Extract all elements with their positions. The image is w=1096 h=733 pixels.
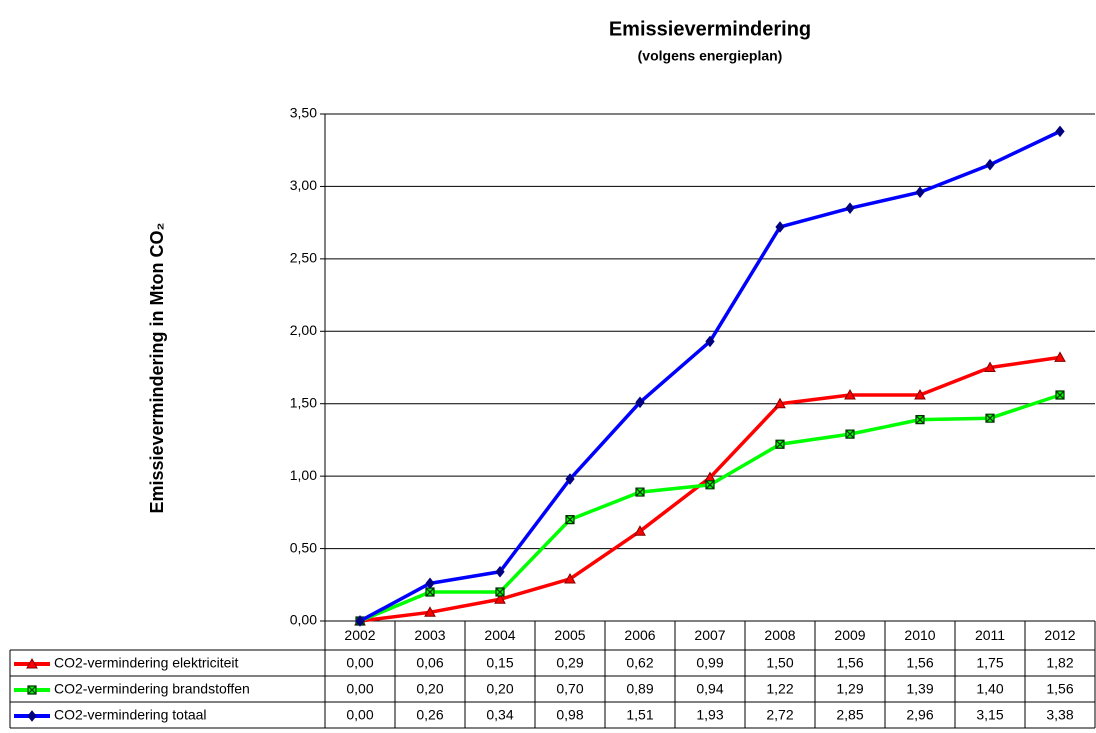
data-label: 3,38 [1046,707,1073,723]
x-tick-label: 2010 [904,627,935,643]
marker [774,397,786,409]
marker [635,396,645,409]
data-label: 1,29 [836,681,863,697]
marker [564,572,576,584]
data-label: 0,98 [556,707,583,723]
data-label: 0,34 [486,707,513,723]
marker [425,587,435,597]
marker [705,335,715,348]
data-label: 1,93 [696,707,723,723]
data-label: 2,72 [766,707,793,723]
marker [844,388,856,400]
y-tick-label: 3,00 [290,177,317,193]
x-tick-label: 2011 [975,627,1005,643]
marker [985,413,995,423]
marker [985,158,995,171]
data-label: 2,85 [836,707,863,723]
y-tick-label: 3,50 [290,105,317,121]
x-tick-label: 2006 [624,627,655,643]
series-line [359,129,1061,623]
y-tick-label: 1,00 [290,467,317,483]
marker [845,202,855,214]
legend-marker [27,685,37,695]
marker [775,221,785,233]
data-label: 1,39 [906,681,933,697]
data-label: 1,56 [906,655,933,671]
x-tick-label: 2009 [834,627,865,643]
legend-label: CO2-vermindering brandstoffen [54,681,250,697]
y-tick-label: 2,00 [290,322,317,338]
data-label: 0,20 [416,681,443,697]
legend-marker [27,710,37,722]
data-label: 1,40 [976,681,1003,697]
marker [634,525,646,536]
marker [1055,390,1065,400]
chart-title: Emissievermindering [609,18,811,40]
data-label: 0,20 [486,681,513,697]
data-label: 0,26 [416,707,443,723]
data-label: 0,94 [696,681,723,697]
data-label: 1,75 [976,655,1003,671]
x-tick-label: 2005 [554,627,585,643]
data-label: 1,51 [626,707,653,723]
legend-label: CO2-vermindering totaal [54,707,207,723]
data-label: 0,15 [486,655,513,671]
marker [845,429,855,439]
marker [984,361,996,372]
data-label: 0,29 [556,655,583,671]
data-label: 1,22 [766,681,793,697]
x-tick-label: 2003 [414,627,445,643]
x-tick-label: 2008 [764,627,795,643]
data-label: 0,06 [416,655,443,671]
y-tick-label: 2,50 [290,250,317,266]
marker [355,615,365,627]
data-label: 0,00 [346,655,373,671]
data-label: 0,89 [626,681,653,697]
chart-subtitle: (volgens energieplan) [638,48,783,64]
legend-marker [26,657,38,669]
marker [495,565,505,578]
marker [915,415,925,425]
marker [914,388,926,400]
data-label: 0,00 [346,681,373,697]
x-tick-label: 2004 [484,627,515,643]
data-label: 1,82 [1046,655,1073,671]
marker [425,577,435,590]
marker [1054,351,1066,362]
data-label: 1,56 [1046,681,1073,697]
data-label: 1,56 [836,655,863,671]
data-label: 0,00 [346,707,373,723]
data-label: 0,62 [626,655,653,671]
y-axis-label: Emissievermindering in Mton CO₂ [147,222,167,513]
data-label: 1,50 [766,655,793,671]
x-tick-label: 2012 [1044,627,1075,643]
y-tick-label: 0,00 [290,612,317,628]
marker [565,515,575,525]
data-label: 2,96 [906,707,933,723]
marker [494,593,506,604]
y-tick-label: 1,50 [290,394,317,410]
marker [705,480,715,490]
marker [775,439,785,449]
data-label: 3,15 [976,707,1003,723]
x-tick-label: 2002 [344,627,375,643]
marker [424,606,436,617]
legend-label: CO2-vermindering elektriciteit [54,655,239,671]
series-line [359,393,1061,623]
marker [1055,125,1065,138]
marker [915,186,925,199]
data-label: 0,70 [556,681,583,697]
marker [565,473,575,485]
y-tick-label: 0,50 [290,539,317,555]
marker [495,587,505,597]
x-tick-label: 2007 [694,627,725,643]
marker [635,487,645,497]
data-label: 0,99 [696,655,723,671]
